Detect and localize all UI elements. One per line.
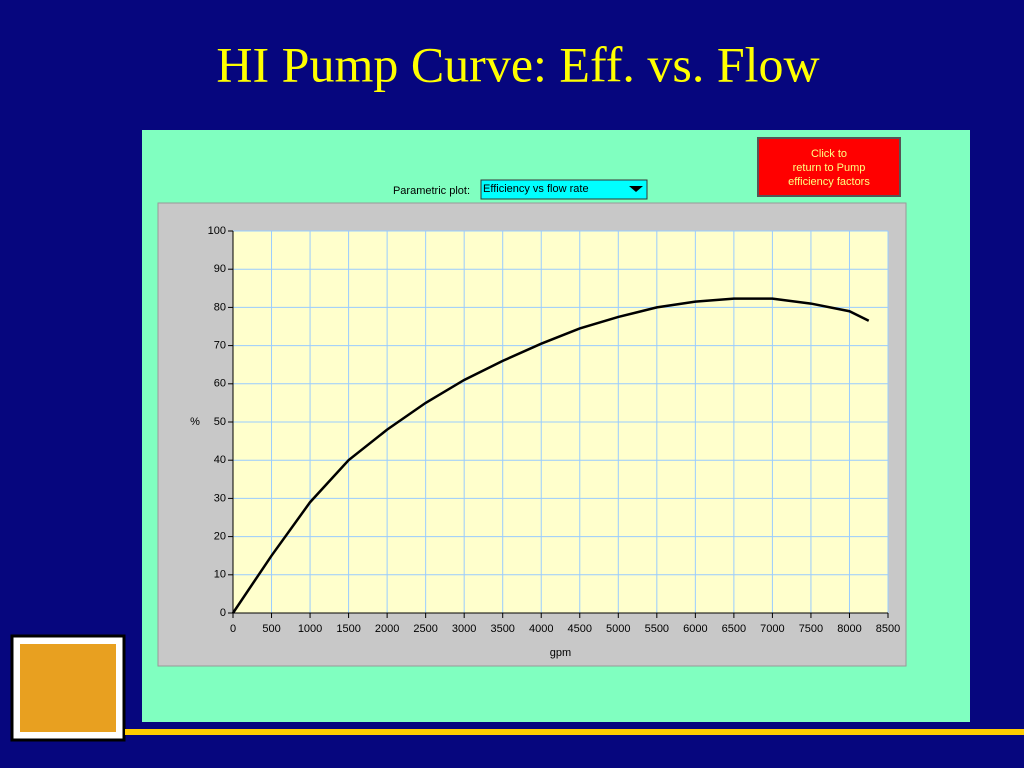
button-text: Click to xyxy=(811,148,847,160)
x-tick-label: 0 xyxy=(230,623,236,635)
dropdown-value: Efficiency vs flow rate xyxy=(483,183,589,195)
parametric-label: Parametric plot: xyxy=(393,185,470,197)
y-tick-label: 90 xyxy=(214,263,226,275)
x-tick-label: 1000 xyxy=(298,623,322,635)
dropdown-arrow xyxy=(629,186,643,192)
y-tick-label: 100 xyxy=(208,225,226,237)
y-tick-label: 40 xyxy=(214,454,226,466)
x-tick-label: 7500 xyxy=(799,623,823,635)
x-tick-label: 1500 xyxy=(336,623,360,635)
y-tick-label: 70 xyxy=(214,340,226,352)
y-tick-label: 30 xyxy=(214,492,226,504)
button-text: efficiency factors xyxy=(788,176,870,188)
x-tick-label: 2000 xyxy=(375,623,399,635)
x-axis-label: gpm xyxy=(550,647,571,659)
x-tick-label: 8500 xyxy=(876,623,900,635)
y-axis-label: % xyxy=(190,416,200,428)
x-tick-label: 6500 xyxy=(722,623,746,635)
x-tick-label: 4500 xyxy=(568,623,592,635)
x-tick-label: 2500 xyxy=(413,623,437,635)
x-tick-label: 5500 xyxy=(645,623,669,635)
x-tick-label: 7000 xyxy=(760,623,784,635)
x-tick-label: 3500 xyxy=(490,623,514,635)
dropdown[interactable] xyxy=(480,179,648,200)
return-button[interactable] xyxy=(757,137,901,197)
button-text: return to Pump xyxy=(793,162,866,174)
y-tick-label: 0 xyxy=(220,607,226,619)
x-tick-label: 5000 xyxy=(606,623,630,635)
x-tick-label: 8000 xyxy=(837,623,861,635)
slide-title: HI Pump Curve: Eff. vs. Flow xyxy=(216,36,819,92)
y-tick-label: 50 xyxy=(214,416,226,428)
clipart-figure xyxy=(20,644,116,732)
y-tick-label: 60 xyxy=(214,378,226,390)
x-tick-label: 500 xyxy=(262,623,280,635)
y-tick-label: 80 xyxy=(214,301,226,313)
x-tick-label: 6000 xyxy=(683,623,707,635)
y-tick-label: 10 xyxy=(214,569,226,581)
line-series xyxy=(231,297,870,614)
y-tick-label: 20 xyxy=(214,531,226,543)
x-tick-label: 3000 xyxy=(452,623,476,635)
x-tick-label: 4000 xyxy=(529,623,553,635)
footer-bar xyxy=(125,729,1024,735)
